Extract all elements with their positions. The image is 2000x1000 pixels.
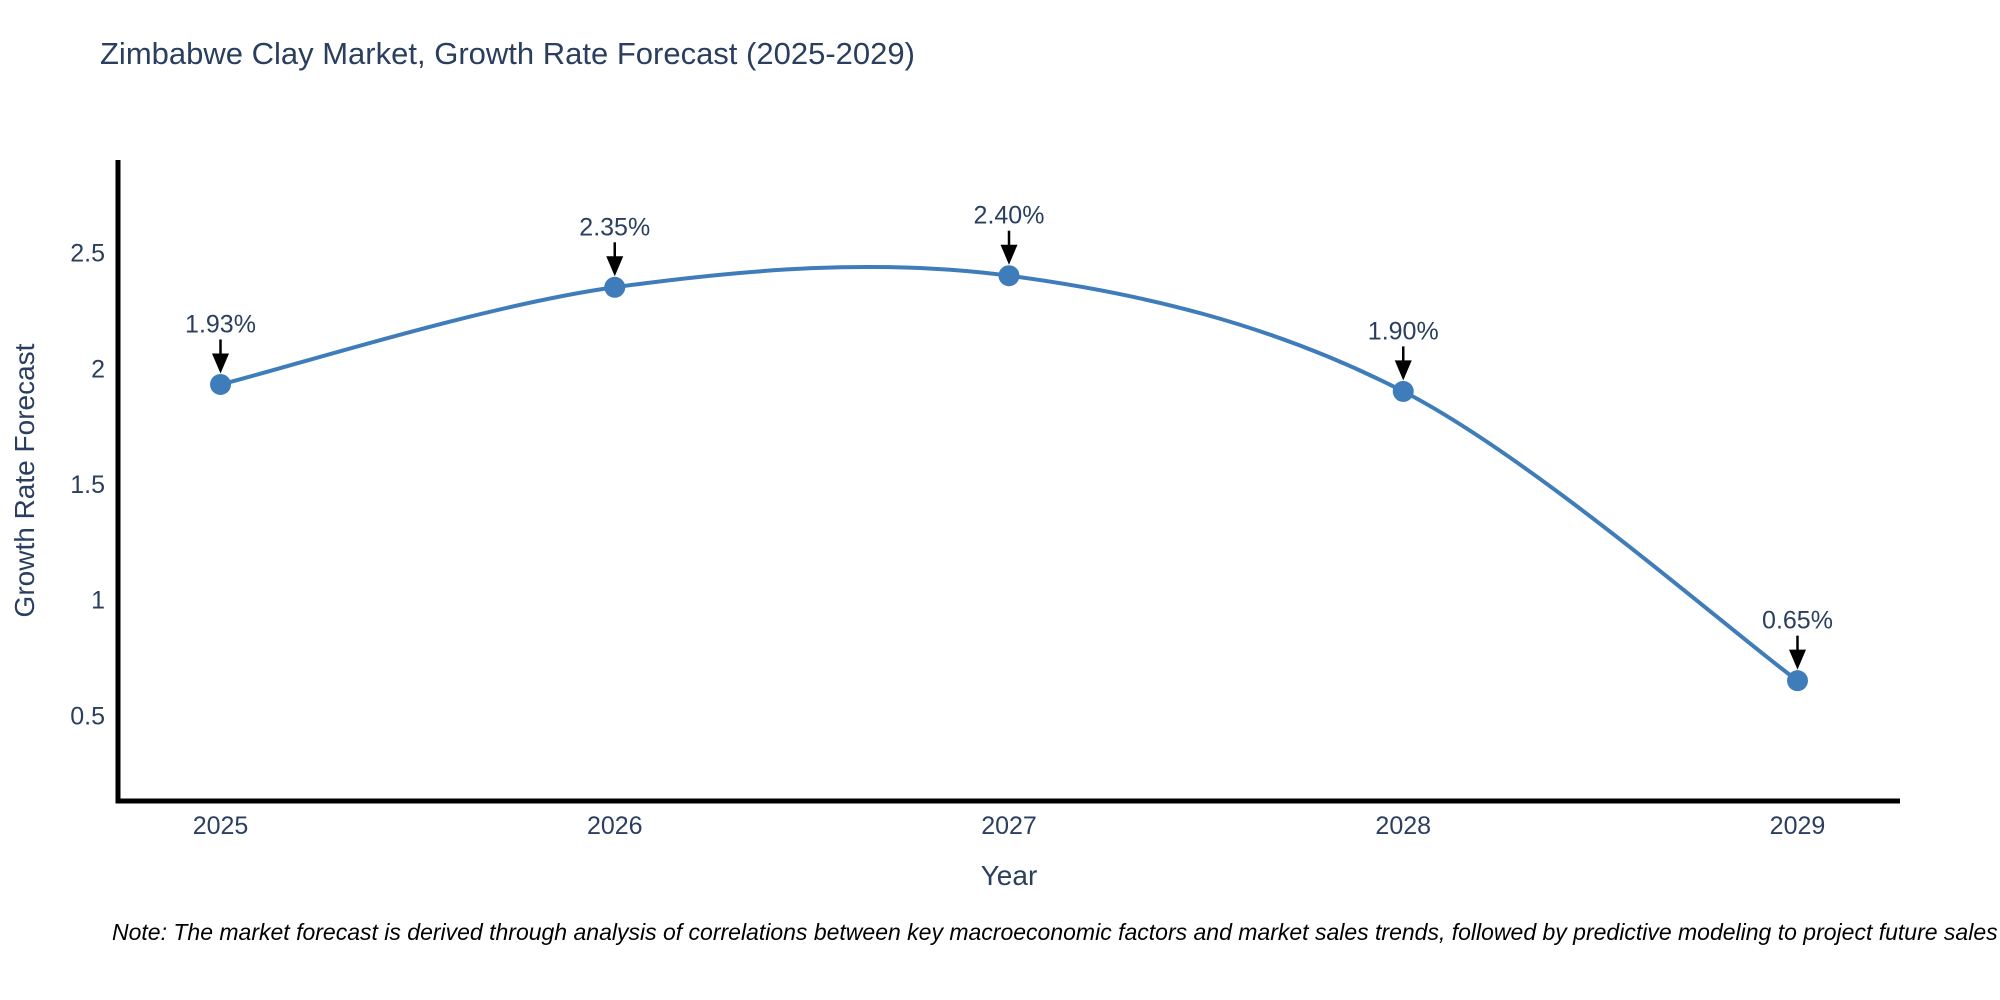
x-tick-label: 2029 <box>1770 812 1826 840</box>
x-tick-label: 2027 <box>981 812 1037 840</box>
annotation-arrowhead-icon <box>212 353 230 374</box>
data-point <box>1392 380 1414 402</box>
spline-line <box>220 264 1799 683</box>
chart-title: Zimbabwe Clay Market, Growth Rate Foreca… <box>100 36 915 71</box>
point-annotation-label: 0.65% <box>1762 607 1833 635</box>
point-annotation-label: 1.93% <box>185 310 256 338</box>
data-point <box>604 276 626 298</box>
data-point <box>210 373 232 395</box>
data-point <box>998 265 1020 287</box>
x-axis-title: Year <box>981 860 1038 891</box>
x-tick-label: 2028 <box>1375 812 1431 840</box>
annotation-arrowhead-icon <box>1788 649 1806 670</box>
annotation-arrowhead-icon <box>606 256 624 277</box>
x-tick-label: 2026 <box>587 812 643 840</box>
x-tick-label: 2025 <box>193 812 249 840</box>
point-annotation-label: 2.40% <box>974 202 1045 230</box>
annotation-arrowhead-icon <box>1394 360 1412 381</box>
point-annotation-label: 2.35% <box>579 213 650 241</box>
annotation-arrowhead-icon <box>1000 244 1018 265</box>
y-tick-label: 1.5 <box>70 471 105 499</box>
point-annotation-label: 1.90% <box>1368 317 1439 345</box>
y-tick-label: 1 <box>91 587 105 615</box>
data-point <box>1786 670 1808 692</box>
y-axis-title: Growth Rate Forecast <box>9 343 40 617</box>
footnote: Note: The market forecast is derived thr… <box>112 919 1998 945</box>
y-tick-label: 0.5 <box>70 702 105 730</box>
y-tick-label: 2.5 <box>70 240 105 268</box>
y-tick-label: 2 <box>91 355 105 383</box>
